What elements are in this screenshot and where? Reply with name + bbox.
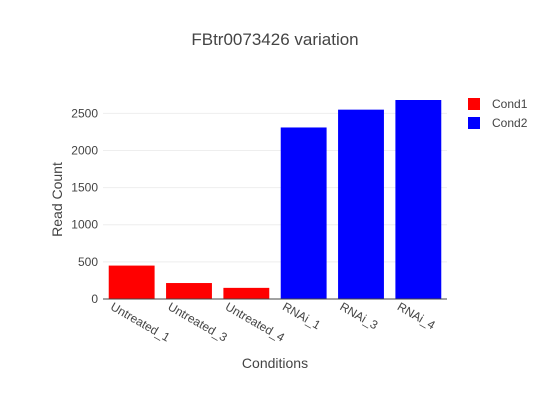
- y-tick-label: 2000: [71, 143, 98, 157]
- y-axis-title: Read Count: [49, 162, 65, 237]
- chart-title: FBtr0073426 variation: [191, 30, 358, 49]
- legend-swatch-cond1[interactable]: [468, 98, 480, 110]
- bar-cond1-untreated-3[interactable]: [166, 283, 212, 299]
- bar-cond2-rnai-4[interactable]: [395, 100, 442, 299]
- x-tick-label: RNAi_4: [395, 299, 438, 332]
- x-tick-label: Untreated_3: [166, 299, 230, 344]
- legend-label-cond2[interactable]: Cond2: [492, 116, 528, 130]
- x-tick-label: Untreated_1: [108, 299, 172, 344]
- x-tick-label: Untreated_4: [223, 299, 287, 344]
- legend-swatch-cond2[interactable]: [468, 117, 480, 129]
- y-tick-label: 1000: [71, 218, 98, 232]
- y-tick-label: 2500: [71, 106, 98, 120]
- y-tick-label: 0: [91, 292, 98, 306]
- legend-label-cond1[interactable]: Cond1: [492, 97, 528, 111]
- y-tick-label: 500: [78, 255, 98, 269]
- bar-cond2-rnai-1[interactable]: [280, 127, 327, 299]
- y-tick-label: 1500: [71, 181, 98, 195]
- bar-cond2-rnai-3[interactable]: [338, 109, 384, 299]
- x-tick-label: RNAi_3: [338, 299, 381, 332]
- x-tick-label: RNAi_1: [280, 299, 323, 332]
- bar-cond1-untreated-4[interactable]: [223, 287, 270, 299]
- x-axis-title: Conditions: [242, 355, 308, 371]
- bar-cond1-untreated-1[interactable]: [108, 265, 155, 299]
